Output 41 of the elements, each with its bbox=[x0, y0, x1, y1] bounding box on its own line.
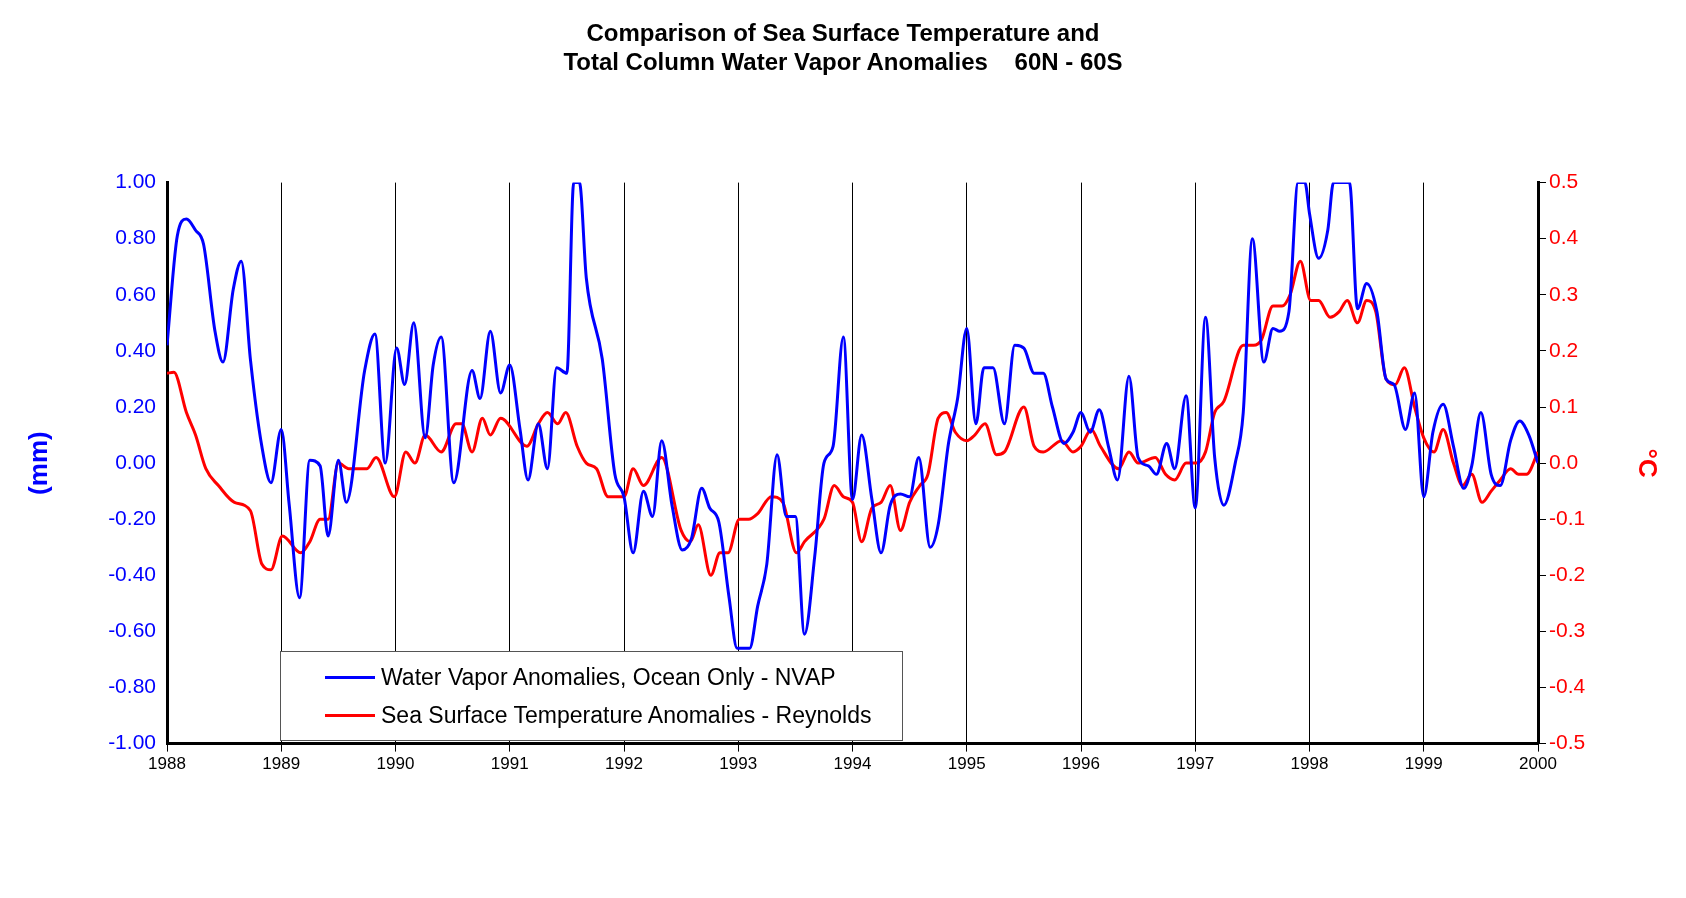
y-tick-label: -0.80 bbox=[108, 674, 156, 698]
line-series bbox=[167, 182, 1538, 650]
chart-title: Comparison of Sea Surface Temperature and Total Column Water Vapor Anomalies 60N - 60S bbox=[563, 19, 1123, 75]
y-tick-label: 1.00 bbox=[115, 169, 156, 193]
x-tick-label: 2000 bbox=[1519, 754, 1557, 774]
y2-tick-label: 0.3 bbox=[1549, 281, 1579, 305]
y-tick-label: 0.20 bbox=[115, 393, 156, 417]
x-tick-label: 1994 bbox=[833, 754, 872, 774]
y-tick-label: 0.40 bbox=[115, 337, 156, 361]
y-tick-label: 0.00 bbox=[115, 449, 156, 473]
y2-tick-label: 0.4 bbox=[1549, 225, 1579, 249]
y-tick-label: -0.60 bbox=[108, 618, 156, 642]
y-axis-title: (mm) bbox=[22, 431, 53, 495]
y-tick-label: -1.00 bbox=[108, 730, 156, 754]
legend-label: Sea Surface Temperature Anomalies - Reynolds bbox=[381, 701, 872, 729]
x-tick-label: 1997 bbox=[1176, 754, 1215, 774]
y-tick-label: 0.60 bbox=[115, 281, 156, 305]
y2-axis-title: °C bbox=[1633, 448, 1664, 478]
x-tick-label: 1991 bbox=[490, 754, 529, 774]
x-tick-label: 1999 bbox=[1404, 754, 1443, 774]
x-tick-label: 1990 bbox=[376, 754, 415, 774]
y2-tick-label: -0.4 bbox=[1549, 674, 1586, 698]
y-tick-label: -0.20 bbox=[108, 506, 156, 529]
x-tick-label: 1988 bbox=[148, 754, 186, 774]
x-tick-label: 1993 bbox=[719, 754, 758, 774]
x-tick-label: 1996 bbox=[1062, 754, 1100, 774]
y2-tick-label: -0.5 bbox=[1549, 730, 1586, 754]
y2-tick-label: 0.1 bbox=[1549, 393, 1579, 417]
y2-tick-label: -0.1 bbox=[1549, 506, 1586, 529]
y2-tick-label: -0.3 bbox=[1549, 618, 1586, 642]
x-tick-label: 1998 bbox=[1290, 754, 1329, 774]
x-tick-label: 1989 bbox=[262, 754, 301, 774]
y2-tick-label: 0.0 bbox=[1549, 449, 1579, 473]
legend-label: Water Vapor Anomalies, Ocean Only - NVAP bbox=[381, 663, 836, 691]
x-tick-label: 1992 bbox=[605, 754, 643, 774]
x-tick-label: 1995 bbox=[947, 754, 986, 774]
y2-tick-label: 0.2 bbox=[1549, 337, 1579, 361]
y-tick-label: -0.40 bbox=[108, 562, 156, 586]
y2-tick-label: 0.5 bbox=[1549, 169, 1579, 193]
y2-tick-label: -0.2 bbox=[1549, 562, 1586, 586]
y-tick-label: 0.80 bbox=[115, 225, 156, 249]
